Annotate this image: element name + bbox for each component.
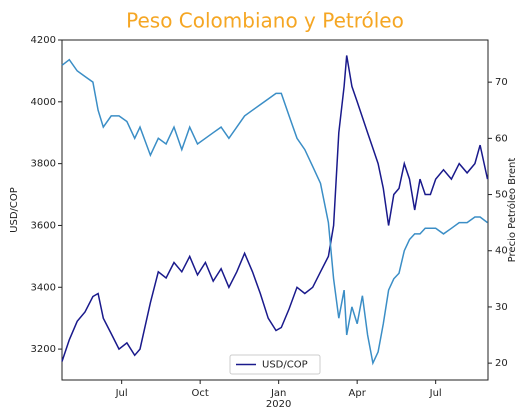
y-tick-label: 3400 xyxy=(31,282,56,293)
y-tick-label: 3200 xyxy=(31,344,56,355)
legend-box xyxy=(229,354,321,375)
y-tick-label: 4200 xyxy=(31,35,56,46)
x-tick-label: Oct xyxy=(192,388,209,399)
y-axis-label: USD/COP xyxy=(9,187,20,233)
x-tick-label: Jul xyxy=(429,388,442,399)
series-line xyxy=(61,55,489,362)
y-tick-label: 4000 xyxy=(31,97,56,108)
series-line xyxy=(61,58,488,366)
y2-axis-label: Precio Petróleo Brent xyxy=(506,158,518,263)
y2-tick-label: 50 xyxy=(495,190,508,201)
legend-label: USD/COP xyxy=(262,360,308,371)
y-tick-label: 3600 xyxy=(31,220,56,231)
y2-tick-label: 60 xyxy=(495,133,508,144)
x-tick-sublabel: 2020 xyxy=(266,399,291,408)
y-tick-label: 3800 xyxy=(31,159,56,170)
y2-tick-label: 70 xyxy=(495,77,508,88)
chart-title: Peso Colombiano y Petróleo xyxy=(126,9,404,33)
plot-frame xyxy=(61,39,489,381)
y2-tick-label: 40 xyxy=(495,246,508,257)
y2-tick-label: 30 xyxy=(495,302,508,313)
x-tick-label: Apr xyxy=(349,388,367,399)
x-tick-label: Jul xyxy=(115,388,128,399)
x-tick-label: Jan xyxy=(270,388,286,399)
y2-tick-label: 20 xyxy=(495,358,508,369)
